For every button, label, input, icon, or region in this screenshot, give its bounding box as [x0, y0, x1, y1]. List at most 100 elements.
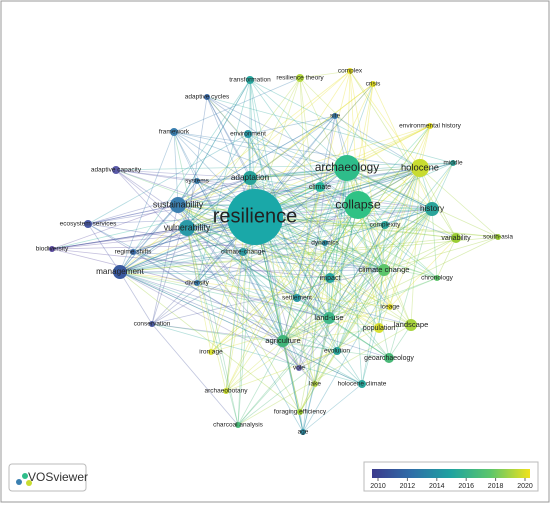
edge — [372, 83, 433, 210]
edge — [254, 216, 304, 433]
node — [312, 381, 318, 387]
edge — [186, 227, 438, 279]
edge — [319, 167, 421, 188]
edge — [196, 180, 385, 271]
edge — [225, 167, 348, 392]
node — [387, 304, 393, 310]
node-label: climate change — [358, 265, 409, 274]
edge — [299, 77, 330, 319]
node-label: dynamics — [311, 240, 339, 247]
edge — [249, 77, 301, 179]
edge — [296, 167, 348, 299]
edge — [177, 79, 251, 206]
edge — [151, 167, 421, 325]
edge — [383, 167, 421, 271]
edge — [329, 167, 348, 279]
node-label: biodiversity — [36, 246, 69, 253]
node-label: complex — [338, 68, 363, 75]
edge — [151, 269, 385, 325]
edge — [186, 133, 249, 229]
edge — [296, 297, 330, 319]
edge — [334, 115, 421, 169]
edge — [115, 169, 251, 179]
edge — [173, 131, 457, 239]
node — [243, 171, 257, 185]
edge — [319, 186, 438, 279]
edge — [151, 323, 363, 385]
edge — [119, 227, 188, 273]
edge — [119, 271, 301, 413]
edge — [314, 208, 433, 385]
edge — [132, 204, 179, 253]
node-label: adaptive cycles — [185, 94, 230, 101]
node-label: middle — [443, 160, 463, 167]
node — [293, 294, 301, 302]
edge — [254, 216, 301, 413]
edge — [51, 248, 331, 279]
edge — [254, 216, 390, 359]
edge — [299, 167, 348, 413]
edge — [132, 251, 385, 271]
edge — [177, 115, 336, 206]
edge — [299, 125, 431, 413]
edge — [336, 269, 385, 352]
edge — [324, 242, 438, 279]
edge — [237, 317, 330, 426]
node — [322, 240, 328, 246]
node — [315, 182, 325, 192]
edge — [357, 125, 431, 206]
edge — [346, 167, 457, 239]
edge — [173, 131, 284, 342]
node-label: age — [298, 429, 309, 436]
edge — [328, 317, 390, 359]
edge — [196, 167, 348, 182]
edge — [336, 224, 386, 352]
edge — [282, 277, 438, 342]
edge — [282, 269, 385, 342]
edge — [196, 79, 251, 284]
node — [378, 264, 390, 276]
edge — [186, 227, 390, 359]
edge — [336, 167, 348, 352]
edge — [254, 83, 374, 218]
edge — [357, 204, 390, 359]
edge — [177, 177, 251, 206]
node-label: climate — [309, 184, 331, 191]
node — [384, 353, 394, 363]
edge — [119, 271, 300, 369]
node — [130, 249, 136, 255]
node — [427, 123, 433, 129]
edge — [186, 96, 208, 229]
node-label: charcoal analysis — [213, 422, 264, 429]
node — [495, 234, 501, 240]
node — [208, 349, 214, 355]
edge — [225, 317, 330, 392]
edge — [237, 216, 256, 426]
node — [84, 220, 92, 228]
edge — [177, 204, 363, 385]
edge — [186, 227, 316, 385]
node-label: history — [420, 204, 445, 213]
logo-icon — [26, 480, 32, 486]
node-label: impact — [320, 275, 341, 282]
edge — [186, 227, 239, 426]
edge — [299, 70, 351, 79]
edge — [210, 204, 359, 353]
edge — [254, 167, 421, 218]
legend-tick-label: 2020 — [517, 483, 533, 490]
edge — [115, 169, 433, 210]
node-label: sustainability — [153, 199, 204, 209]
edge — [87, 177, 251, 225]
edge — [299, 167, 421, 413]
node — [344, 191, 372, 219]
node-label: conservation — [134, 321, 171, 328]
node-label: site — [330, 113, 341, 120]
edge — [119, 269, 385, 273]
node — [223, 388, 229, 394]
edge — [177, 204, 380, 329]
edge — [282, 186, 321, 342]
edge — [254, 216, 316, 385]
node — [112, 166, 120, 174]
edge — [298, 115, 336, 369]
